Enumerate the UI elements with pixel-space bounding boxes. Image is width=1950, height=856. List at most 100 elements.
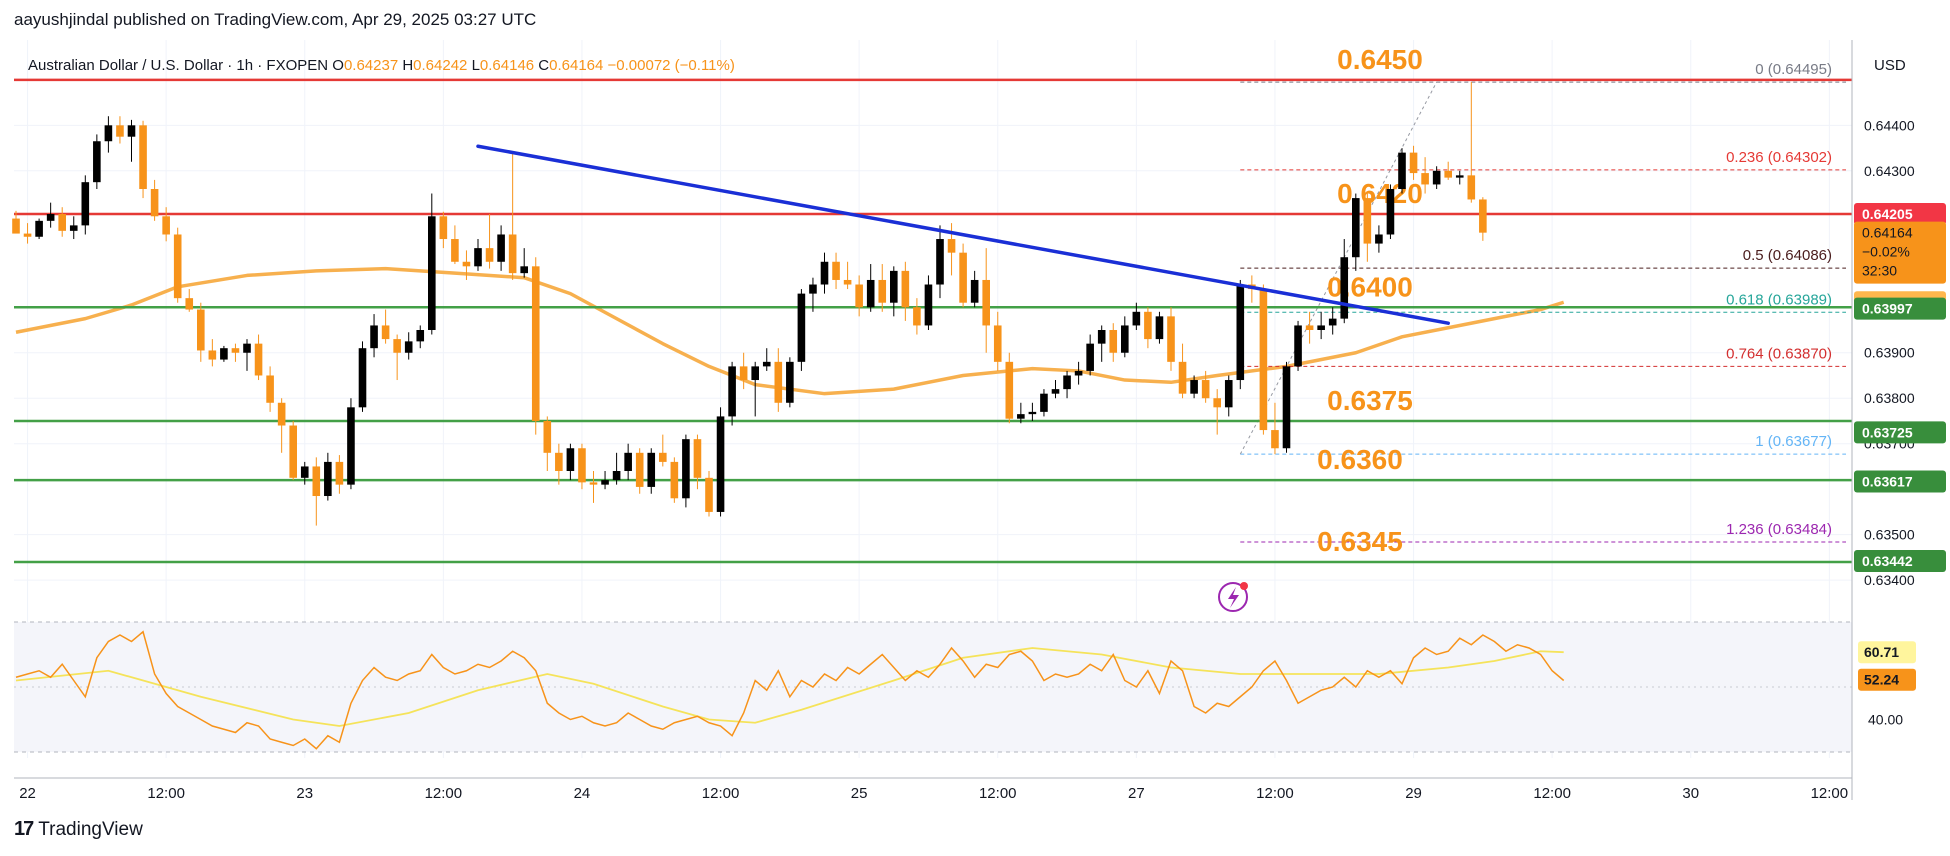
candle — [566, 443, 575, 481]
candle — [855, 275, 863, 317]
fib-level-label: 0 (0.64495) — [1755, 61, 1832, 78]
symbol-legend: Australian Dollar / U.S. Dollar · 1h · F… — [28, 57, 735, 74]
level-label: 0.6420 — [1337, 178, 1423, 209]
price-tag: 0.63997 — [1854, 297, 1946, 320]
candle — [35, 218, 43, 240]
candle — [728, 361, 736, 426]
candle — [243, 339, 251, 371]
candle — [462, 250, 471, 280]
candle — [162, 207, 170, 242]
candle — [1340, 239, 1349, 324]
candle — [543, 416, 552, 471]
candle — [197, 302, 205, 362]
candle — [266, 366, 274, 412]
candle — [93, 134, 101, 189]
x-tick-label: 12:00 — [147, 785, 185, 802]
candle — [404, 332, 413, 360]
candle — [370, 314, 378, 358]
candle — [1305, 311, 1314, 344]
candle — [682, 434, 690, 508]
legend-part: 0.64242 — [413, 57, 471, 74]
legend-part: C — [538, 57, 549, 74]
candle — [878, 264, 887, 312]
candle — [1040, 389, 1048, 417]
horizontal-levels[interactable]: 0.6450 0.6420 0.6400 0.6375 0.6360 0.6345 — [14, 44, 1852, 564]
axes: USD0.644000.643000.639000.638000.637000.… — [14, 40, 1946, 802]
x-tick-label: 30 — [1682, 785, 1699, 802]
candle — [1028, 402, 1037, 421]
price-tag: 0.63442 — [1854, 550, 1946, 573]
candle — [670, 457, 679, 503]
candle — [1363, 193, 1372, 262]
price-tag-line: −0.02% — [1862, 244, 1910, 260]
candle — [809, 277, 817, 312]
candle — [589, 471, 598, 503]
candle — [220, 345, 228, 362]
x-tick-label: 12:00 — [1256, 785, 1294, 802]
price-tag-label: 0.63997 — [1862, 301, 1913, 317]
candle — [347, 398, 355, 490]
candle — [12, 210, 20, 234]
candle — [1352, 193, 1360, 271]
candle — [1282, 361, 1291, 453]
level-label: 0.6400 — [1327, 271, 1413, 302]
candle — [289, 420, 297, 481]
candle — [1421, 157, 1429, 194]
legend-part: 0.64146 — [480, 57, 538, 74]
candle — [185, 289, 194, 312]
tradingview-brand[interactable]: 17 TradingView — [14, 818, 143, 841]
candle — [716, 407, 725, 517]
y-tick-label: 0.63800 — [1864, 390, 1915, 406]
level-label: 0.6360 — [1317, 444, 1403, 475]
candle — [959, 243, 967, 308]
published-header: aayushjindal published on TradingView.co… — [14, 10, 537, 29]
candle — [1467, 82, 1476, 203]
candle — [1259, 284, 1268, 435]
candle — [416, 325, 425, 349]
candle — [381, 309, 390, 344]
candle — [820, 252, 829, 294]
candle — [531, 257, 540, 435]
candle — [58, 207, 66, 237]
icons[interactable] — [1218, 582, 1248, 612]
candle — [1271, 402, 1279, 455]
y-tick-label: 0.64400 — [1864, 117, 1915, 133]
candle — [635, 448, 644, 494]
candle — [81, 175, 90, 235]
candle — [1479, 197, 1487, 241]
candle — [601, 471, 609, 490]
candle — [1409, 145, 1418, 180]
candle — [1155, 311, 1164, 344]
legend-part: 0.64164 — [549, 57, 607, 74]
candle — [508, 152, 517, 280]
candle — [150, 179, 159, 221]
candle — [520, 248, 528, 278]
x-tick-label: 12:00 — [425, 785, 463, 802]
candle — [139, 120, 147, 199]
rsi-pane — [14, 621, 1852, 753]
x-tick-label: 27 — [1128, 785, 1145, 802]
legend-part: 0.64237 — [344, 57, 402, 74]
candle — [1224, 375, 1233, 417]
candle — [127, 119, 136, 162]
candle — [1074, 361, 1083, 385]
trendline-layer[interactable] — [476, 144, 1450, 325]
candle — [173, 227, 182, 303]
candle — [624, 443, 632, 481]
fibonacci-retracement[interactable]: 0 (0.64495) 0.236 (0.64302) 0.5 (0.64086) 0… — [1239, 61, 1846, 543]
fib-level-label: 0.236 (0.64302) — [1726, 149, 1832, 166]
legend-part: −0.00072 (−0.11%) — [608, 57, 735, 74]
candle — [1190, 375, 1198, 399]
candles — [12, 82, 1487, 526]
price-tag-label: 0.63442 — [1862, 553, 1913, 569]
candle — [659, 434, 667, 467]
candle — [936, 225, 944, 299]
candle — [832, 252, 840, 290]
candle — [485, 214, 494, 269]
fib-level-label: 0.618 (0.63989) — [1726, 291, 1832, 308]
alert-bolt-icon[interactable] — [1218, 582, 1248, 612]
candle — [1167, 307, 1175, 371]
candle — [104, 116, 113, 153]
candle — [993, 311, 1002, 371]
